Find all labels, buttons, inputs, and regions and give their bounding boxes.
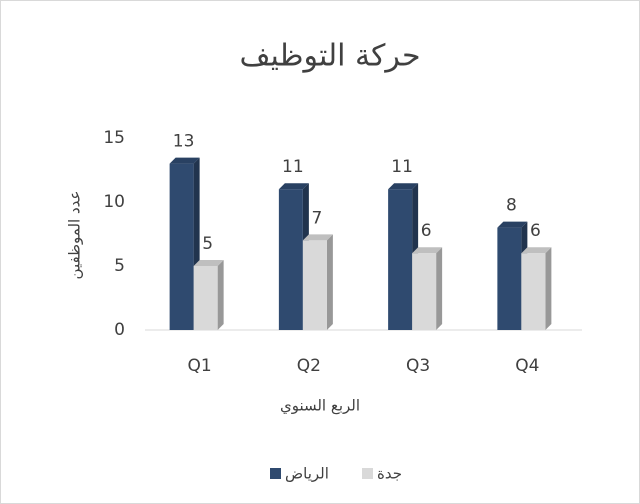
x-tick-label: Q1 <box>188 356 212 376</box>
bar <box>169 163 194 330</box>
data-label: 13 <box>173 132 195 152</box>
bar-top <box>412 247 443 254</box>
bar-top <box>521 247 552 254</box>
data-label: 7 <box>311 208 322 228</box>
bar <box>497 227 522 330</box>
y-tick-label: 5 <box>114 256 125 276</box>
bar-side <box>217 260 224 330</box>
bar-top <box>302 234 333 241</box>
data-label: 11 <box>391 157 413 177</box>
data-label: 11 <box>282 157 304 177</box>
legend-label: جدة <box>377 465 402 483</box>
bar <box>302 240 327 330</box>
bar-top <box>193 260 224 266</box>
bar-top <box>278 183 309 190</box>
chart-title: حركة التوظيف <box>239 39 420 74</box>
bar <box>193 266 218 330</box>
data-label: 8 <box>506 196 517 216</box>
data-label: 6 <box>530 221 541 241</box>
data-label: 6 <box>421 221 432 241</box>
bar-side <box>326 234 333 330</box>
bar <box>278 189 303 330</box>
y-axis-label: عدد الموظفين <box>66 191 84 280</box>
bar <box>412 253 437 330</box>
bar-top <box>388 183 419 190</box>
bar <box>388 189 413 330</box>
y-tick-label: 15 <box>103 128 125 148</box>
bar-side <box>436 247 443 330</box>
legend-swatch <box>362 468 373 479</box>
x-tick-label: Q3 <box>406 356 430 376</box>
bar <box>521 253 546 330</box>
data-label: 5 <box>202 234 213 254</box>
legend-swatch <box>270 468 281 479</box>
x-tick-label: Q2 <box>297 356 321 376</box>
legend-label: الرياض <box>285 465 329 483</box>
x-tick-label: Q4 <box>515 356 539 376</box>
bar-top <box>497 221 528 228</box>
y-tick-label: 0 <box>114 320 125 340</box>
bar-top <box>169 157 200 164</box>
y-tick-label: 10 <box>103 192 125 212</box>
bar-side <box>545 247 552 330</box>
x-axis-label: الربع السنوي <box>280 397 360 416</box>
